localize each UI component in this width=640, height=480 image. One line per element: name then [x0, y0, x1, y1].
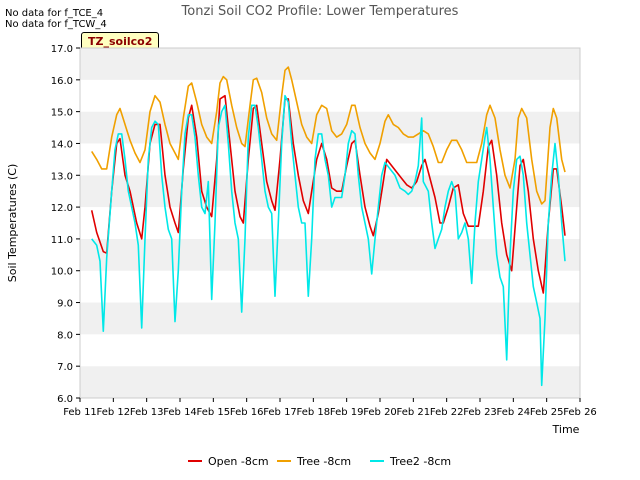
- legend: Open -8cm Tree -8cm Tree2 -8cm: [188, 455, 451, 468]
- grid-band: [80, 207, 580, 239]
- y-tick-label: 10.0: [51, 267, 73, 278]
- plot-frame: [79, 47, 581, 399]
- x-tick-label: Feb 12: [97, 407, 131, 418]
- x-tick-label: Feb 11: [63, 407, 97, 418]
- y-tick-label: 12.0: [51, 203, 73, 214]
- no-data-note-tcw: No data for f_TCW_4: [5, 19, 107, 30]
- grid-band: [80, 270, 580, 303]
- x-tick-label: Feb 22: [430, 407, 464, 418]
- series-lines: [90, 66, 566, 387]
- y-tick-label: 17.0: [51, 44, 73, 55]
- y-tick-label: 11.0: [51, 235, 73, 246]
- y-tick-label: 15.0: [51, 108, 73, 119]
- legend-label: Open -8cm: [208, 455, 269, 468]
- x-tick-label: Feb 17: [263, 407, 297, 418]
- y-tick-label: 8.0: [57, 330, 73, 341]
- x-tick-label: Feb 13: [130, 407, 164, 418]
- y-tick-label: 9.0: [57, 299, 73, 310]
- legend-label: Tree2 -8cm: [389, 455, 451, 468]
- grid-band: [80, 79, 580, 112]
- grid-band: [80, 334, 580, 367]
- x-tick-label: Feb 23: [463, 407, 497, 418]
- y-tick-label: 6.0: [57, 394, 73, 405]
- x-axis-label: Time: [552, 423, 580, 436]
- x-tick-label: Feb 18: [297, 407, 331, 418]
- x-tick-label: Feb 21: [397, 407, 431, 418]
- y-tick-label: 14.0: [51, 139, 73, 150]
- series-line-tree-8cm: [91, 66, 566, 205]
- x-tick-label: Feb 19: [330, 407, 364, 418]
- y-tick-label: 13.0: [51, 171, 73, 182]
- x-tick-label: Feb 16: [230, 407, 264, 418]
- x-tick-label: Feb 15: [197, 407, 231, 418]
- grid-bands: [80, 48, 580, 398]
- y-tick-label: 7.0: [57, 362, 73, 373]
- grid-band: [80, 302, 580, 335]
- x-tick-label: Feb 24: [497, 407, 531, 418]
- x-axis: Feb 11 Feb 12 Feb 13 Feb 14 Feb 15 Feb 16 Feb …: [63, 398, 597, 418]
- legend-label: Tree -8cm: [296, 455, 351, 468]
- x-tick-label: Feb 14: [163, 407, 197, 418]
- grid-band: [80, 143, 580, 176]
- x-tick-label: Feb 20: [363, 407, 397, 418]
- y-axis-label: Soil Temperatures (C): [6, 164, 19, 283]
- no-data-note-tce: No data for f_TCE_4: [5, 8, 104, 19]
- series-line-tree2-8cm: [91, 94, 566, 387]
- chart-title: Tonzi Soil CO2 Profile: Lower Temperatur…: [181, 4, 459, 19]
- x-tick-label: Feb 26: [563, 407, 597, 418]
- grid-band: [80, 366, 580, 398]
- x-tick-label: Feb 25: [530, 407, 564, 418]
- y-axis: 6.0 7.0 8.0 9.0 10.0 11.0 12.0 13.0 14.0 15.0 16.0…: [51, 44, 80, 405]
- grid-band: [80, 48, 580, 80]
- y-tick-label: 16.0: [51, 76, 73, 87]
